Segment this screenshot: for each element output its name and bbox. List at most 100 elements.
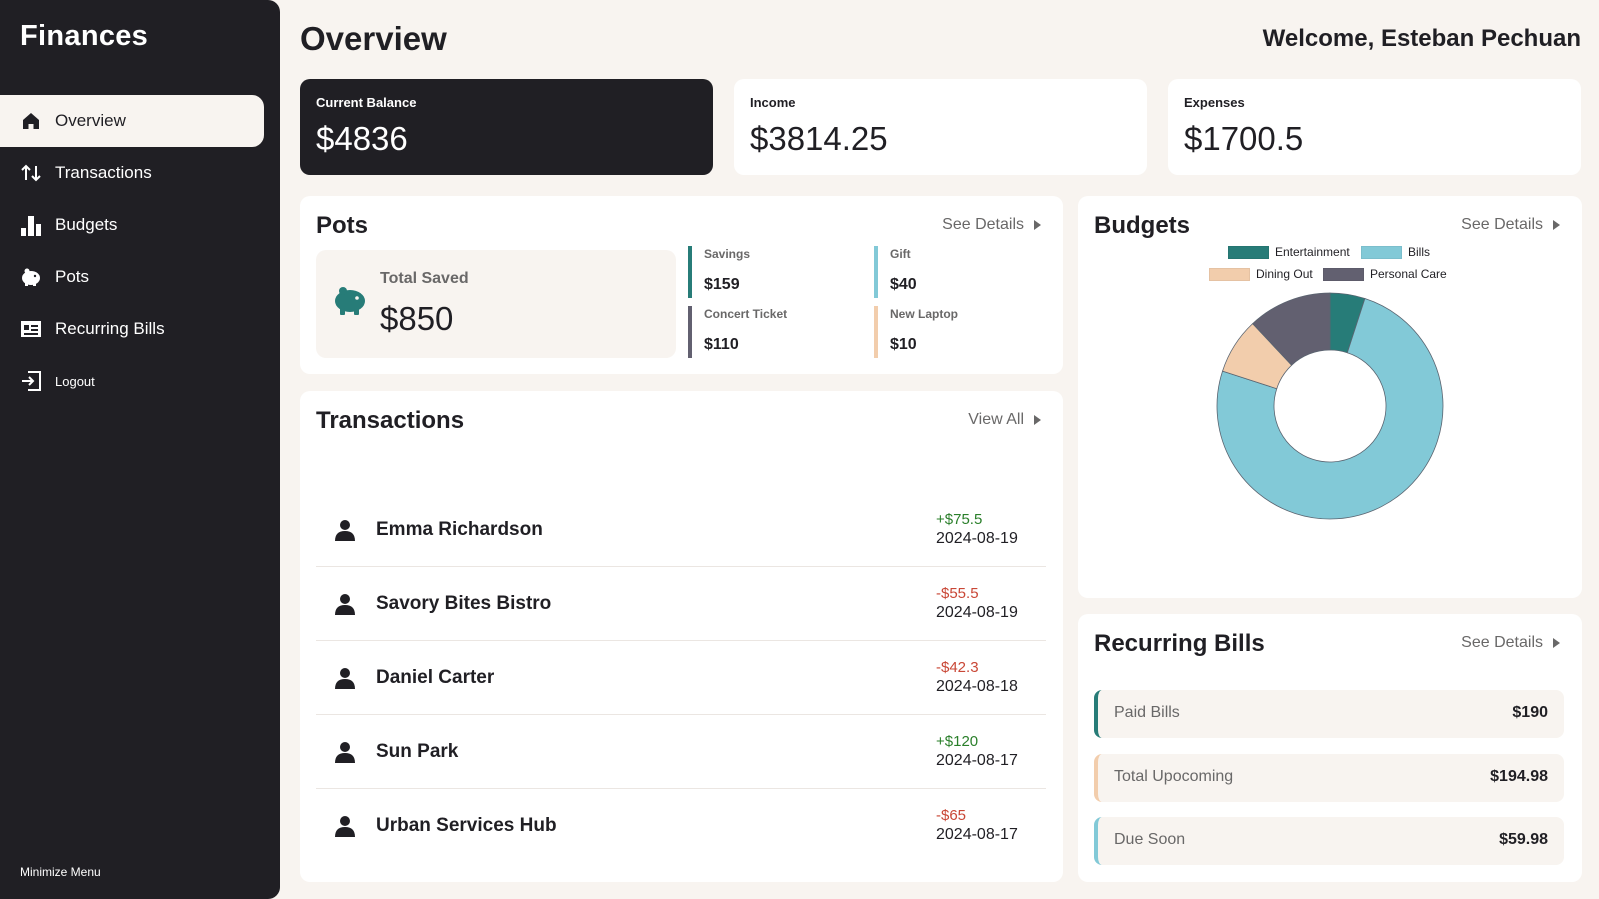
caret-right-icon bbox=[1034, 220, 1041, 230]
summary-value: $1700.5 bbox=[1184, 120, 1304, 157]
pot-name: Gift bbox=[890, 247, 911, 261]
budgets-card: Budgets See Details Entertainment Bills … bbox=[1078, 196, 1582, 598]
legend-swatch bbox=[1209, 267, 1250, 281]
donut-slice-bills[interactable] bbox=[1216, 298, 1444, 520]
app-logo: Finances bbox=[20, 20, 149, 52]
piggy-bank-icon bbox=[332, 285, 368, 322]
transaction-date: 2024-08-17 bbox=[936, 826, 1018, 843]
legend-label: Entertainment bbox=[1275, 245, 1350, 259]
caret-right-icon bbox=[1553, 220, 1560, 230]
total-saved-box: Total Saved $850 bbox=[316, 250, 676, 358]
pots-card: Pots See Details Total Saved $850 Saving… bbox=[300, 196, 1063, 374]
bill-summary-due-soon: Due Soon $59.98 bbox=[1094, 817, 1564, 865]
pot-amount: $40 bbox=[890, 276, 917, 293]
pots-see-details-link[interactable]: See Details bbox=[942, 216, 1041, 234]
avatar-icon bbox=[334, 667, 356, 694]
budgets-title: Budgets bbox=[1094, 212, 1190, 239]
transaction-name: Urban Services Hub bbox=[376, 815, 557, 836]
pot-item-new-laptop: New Laptop $10 bbox=[874, 306, 1044, 358]
income-card: Income $3814.25 bbox=[734, 79, 1147, 175]
pot-item-gift: Gift $40 bbox=[874, 246, 1044, 298]
transaction-row[interactable]: Savory Bites Bistro -$55.5 2024-08-19 bbox=[316, 567, 1046, 641]
welcome-message: Welcome, Esteban Pechuan bbox=[1262, 25, 1581, 52]
sidebar-item-budgets[interactable]: Budgets bbox=[0, 199, 264, 251]
link-label: See Details bbox=[1461, 216, 1543, 233]
transaction-date: 2024-08-19 bbox=[936, 604, 1018, 621]
transaction-amount: -$65 bbox=[936, 807, 967, 824]
legend-swatch bbox=[1361, 245, 1402, 259]
sidebar-item-logout[interactable]: Logout bbox=[0, 355, 264, 407]
pot-amount: $110 bbox=[704, 336, 739, 353]
pot-name: New Laptop bbox=[890, 307, 958, 321]
sidebar-item-label: Recurring Bills bbox=[55, 319, 165, 338]
transaction-row[interactable]: Emma Richardson +$75.5 2024-08-19 bbox=[316, 493, 1046, 567]
budgets-see-details-link[interactable]: See Details bbox=[1461, 216, 1560, 234]
link-label: See Details bbox=[942, 216, 1024, 233]
recurring-see-details-link[interactable]: See Details bbox=[1461, 634, 1560, 652]
bill-summary-upcoming: Total Upocoming $194.98 bbox=[1094, 754, 1564, 802]
bill-summary-paid: Paid Bills $190 bbox=[1094, 690, 1564, 738]
transaction-date: 2024-08-17 bbox=[936, 752, 1018, 769]
sidebar-item-label: Overview bbox=[55, 111, 126, 130]
total-saved-value: $850 bbox=[380, 300, 454, 337]
bill-label: Paid Bills bbox=[1114, 704, 1180, 721]
pot-item-savings: Savings $159 bbox=[688, 246, 858, 298]
pot-amount: $10 bbox=[890, 336, 917, 353]
recurring-bills-title: Recurring Bills bbox=[1094, 630, 1265, 657]
transaction-row[interactable]: Daniel Carter -$42.3 2024-08-18 bbox=[316, 641, 1046, 715]
bill-value: $190 bbox=[1512, 704, 1548, 721]
sidebar-item-label: Transactions bbox=[55, 163, 152, 182]
pot-item-concert-ticket: Concert Ticket $110 bbox=[688, 306, 858, 358]
summary-value: $3814.25 bbox=[750, 120, 888, 157]
legend-item-bills[interactable]: Bills bbox=[1361, 245, 1430, 259]
expenses-card: Expenses $1700.5 bbox=[1168, 79, 1581, 175]
avatar-icon bbox=[334, 519, 356, 546]
pot-name: Savings bbox=[704, 247, 751, 261]
bill-value: $59.98 bbox=[1499, 831, 1548, 848]
transaction-name: Daniel Carter bbox=[376, 667, 495, 688]
caret-right-icon bbox=[1553, 638, 1560, 648]
transaction-amount: +$120 bbox=[936, 733, 979, 750]
legend-item-dining-out[interactable]: Dining Out bbox=[1209, 267, 1313, 281]
transaction-name: Emma Richardson bbox=[376, 519, 543, 540]
legend-label: Personal Care bbox=[1370, 267, 1447, 281]
summary-label: Current Balance bbox=[316, 95, 417, 110]
page-title: Overview bbox=[300, 20, 447, 57]
transactions-view-all-link[interactable]: View All bbox=[968, 411, 1041, 429]
legend-item-personal-care[interactable]: Personal Care bbox=[1323, 267, 1447, 281]
link-label: See Details bbox=[1461, 634, 1543, 651]
transaction-amount: +$75.5 bbox=[936, 511, 983, 528]
receipt-icon bbox=[20, 318, 42, 340]
transactions-title: Transactions bbox=[316, 407, 465, 434]
minimize-menu-button[interactable]: Minimize Menu bbox=[20, 865, 101, 879]
transaction-row[interactable]: Sun Park +$120 2024-08-17 bbox=[316, 715, 1046, 789]
sidebar-item-recurring-bills[interactable]: Recurring Bills bbox=[0, 303, 264, 355]
sidebar: Finances Overview Transactions Budgets P… bbox=[0, 0, 280, 899]
legend-swatch bbox=[1323, 267, 1364, 281]
sidebar-item-label: Pots bbox=[55, 267, 90, 286]
summary-label: Expenses bbox=[1184, 95, 1245, 110]
legend-item-entertainment[interactable]: Entertainment bbox=[1228, 245, 1350, 259]
sidebar-item-pots[interactable]: Pots bbox=[0, 251, 264, 303]
bill-value: $194.98 bbox=[1490, 768, 1548, 785]
transaction-name: Sun Park bbox=[376, 741, 459, 762]
sidebar-item-overview[interactable]: Overview bbox=[0, 95, 264, 147]
donut-slice-personal-care[interactable] bbox=[1252, 292, 1331, 366]
legend-label: Dining Out bbox=[1256, 267, 1313, 281]
transaction-amount: -$42.3 bbox=[936, 659, 979, 676]
pot-name: Concert Ticket bbox=[704, 307, 788, 321]
legend-label: Bills bbox=[1408, 245, 1431, 259]
total-saved-label: Total Saved bbox=[380, 270, 469, 287]
summary-label: Income bbox=[750, 95, 796, 110]
arrows-up-down-icon bbox=[20, 162, 42, 184]
summary-value: $4836 bbox=[316, 120, 408, 157]
bar-chart-icon bbox=[20, 214, 42, 236]
avatar-icon bbox=[334, 815, 356, 842]
bill-label: Due Soon bbox=[1114, 831, 1186, 848]
transactions-card: Transactions View All Emma Richardson +$… bbox=[300, 391, 1063, 882]
sidebar-item-transactions[interactable]: Transactions bbox=[0, 147, 264, 199]
pots-title: Pots bbox=[316, 212, 369, 239]
budgets-donut-chart bbox=[1216, 292, 1444, 520]
transaction-row[interactable]: Urban Services Hub -$65 2024-08-17 bbox=[316, 789, 1046, 863]
sidebar-item-label: Budgets bbox=[55, 215, 118, 234]
